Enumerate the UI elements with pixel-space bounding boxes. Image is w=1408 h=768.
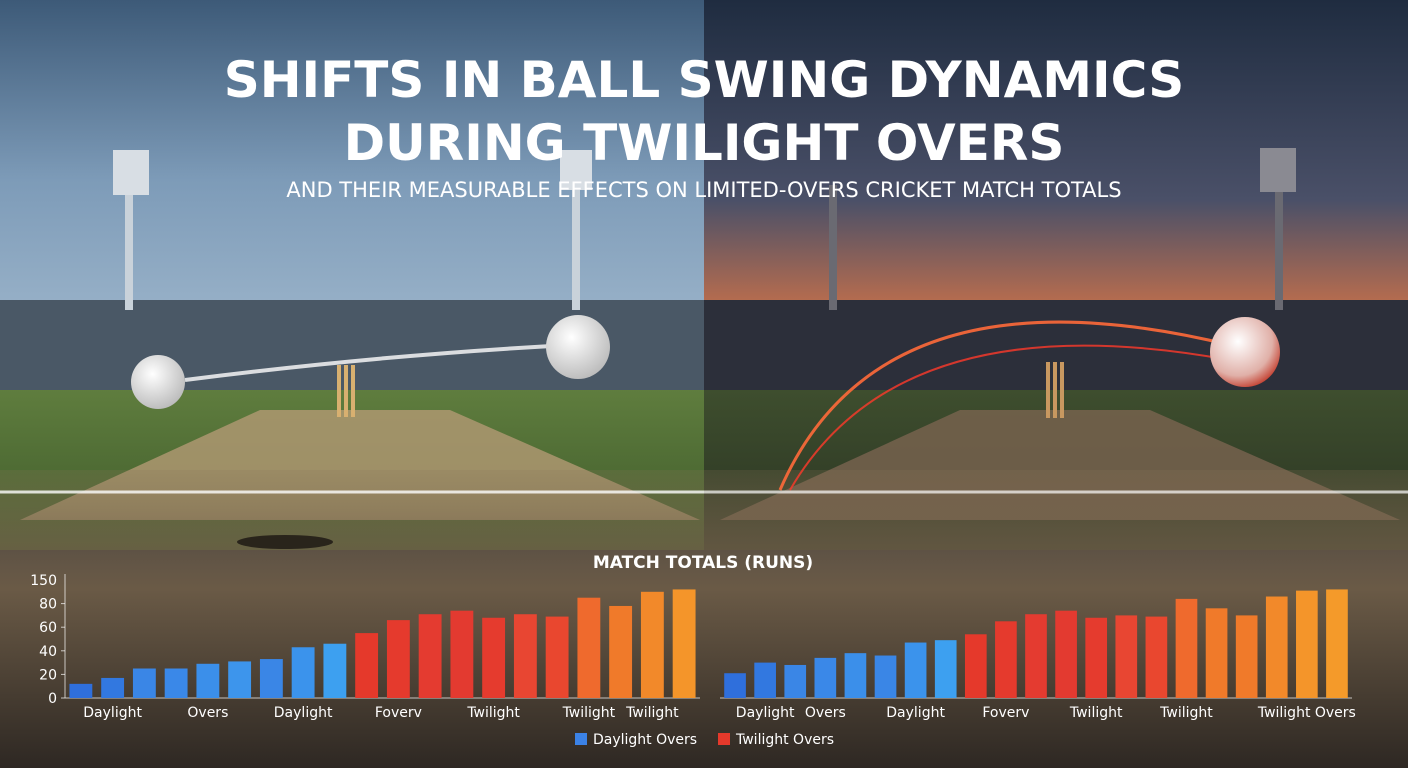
bar bbox=[513, 614, 537, 698]
bar bbox=[577, 597, 601, 698]
y-top-label: 150 bbox=[30, 573, 57, 589]
x-tick-label: Twilight Overs bbox=[1257, 705, 1356, 721]
legend-swatch bbox=[718, 733, 730, 745]
bar bbox=[1025, 614, 1047, 698]
bar bbox=[609, 605, 633, 698]
bar bbox=[164, 668, 188, 698]
bar bbox=[323, 643, 347, 698]
bar bbox=[101, 677, 125, 698]
x-tick-label: Overs bbox=[187, 705, 228, 721]
x-tick-label: Twilight bbox=[1159, 705, 1213, 721]
y-tick-label: 0 bbox=[48, 691, 57, 707]
bar bbox=[1326, 589, 1348, 698]
bar bbox=[964, 634, 987, 698]
x-tick-label: Twilight bbox=[1069, 705, 1123, 721]
x-tick-label: Overs bbox=[805, 705, 846, 721]
chart-title: MATCH TOTALS (RUNS) bbox=[593, 553, 813, 573]
x-tick-label: Daylight bbox=[886, 705, 945, 721]
bar bbox=[1235, 615, 1258, 698]
bar bbox=[1145, 616, 1168, 698]
y-tick-label: 20 bbox=[39, 667, 57, 683]
x-tick-label: Daylight bbox=[736, 705, 795, 721]
x-tick-label: Twilight bbox=[625, 705, 679, 721]
bar-chart: Daylight Overs Daylight Foverv Twilight Twili… bbox=[720, 589, 1356, 721]
bar bbox=[995, 621, 1017, 698]
bar bbox=[784, 664, 807, 698]
bar bbox=[1055, 610, 1077, 698]
legend: Daylight Overs Twilight Overs bbox=[575, 732, 834, 748]
bar bbox=[450, 610, 474, 698]
y-tick-label: 40 bbox=[39, 644, 57, 660]
bar bbox=[69, 683, 93, 698]
bar bbox=[904, 642, 927, 698]
x-tick-label: Daylight bbox=[274, 705, 333, 721]
title-line: DURING TWILIGHT OVERS bbox=[344, 114, 1065, 172]
x-tick-label: Foverv bbox=[375, 705, 422, 721]
bar bbox=[228, 661, 252, 698]
legend-label: Twilight Overs bbox=[735, 732, 834, 748]
y-tick-label: 60 bbox=[39, 620, 57, 636]
bar bbox=[545, 616, 569, 698]
bar bbox=[418, 614, 442, 698]
bar bbox=[1296, 590, 1318, 698]
x-tick-label: Twilight bbox=[562, 705, 616, 721]
bar bbox=[1205, 608, 1228, 698]
subtitle: AND THEIR MEASURABLE EFFECTS ON LIMITED-… bbox=[286, 178, 1121, 202]
bar bbox=[1265, 596, 1288, 698]
x-tick-label: Twilight bbox=[466, 705, 520, 721]
bar bbox=[874, 655, 897, 698]
x-tick-label: Foverv bbox=[982, 705, 1029, 721]
bar bbox=[1175, 598, 1198, 698]
bar bbox=[754, 662, 776, 698]
legend-swatch bbox=[575, 733, 587, 745]
bar bbox=[386, 620, 410, 698]
bar bbox=[672, 589, 696, 698]
bar bbox=[1085, 617, 1108, 698]
bar bbox=[291, 647, 315, 698]
bar bbox=[355, 633, 379, 698]
legend-label: Daylight Overs bbox=[593, 732, 697, 748]
bar bbox=[196, 663, 220, 698]
bar bbox=[640, 591, 664, 698]
bar-chart: 0 20 40 60 80 150 Daylight Overs Daylight Foverv T… bbox=[30, 573, 700, 721]
x-tick-label: Daylight bbox=[83, 705, 142, 721]
bar bbox=[724, 673, 746, 698]
bar bbox=[844, 653, 867, 698]
bar bbox=[482, 617, 506, 698]
charts: 0 20 40 60 80 150 Daylight Overs Daylight Foverv T… bbox=[30, 573, 1356, 721]
bar bbox=[934, 640, 957, 698]
bar bbox=[259, 659, 283, 698]
title-line: SHIFTS IN BALL SWING DYNAMICS bbox=[224, 51, 1185, 109]
y-tick-label: 80 bbox=[39, 597, 57, 613]
bar bbox=[814, 657, 837, 698]
bar bbox=[132, 668, 156, 698]
bar bbox=[1115, 615, 1138, 698]
